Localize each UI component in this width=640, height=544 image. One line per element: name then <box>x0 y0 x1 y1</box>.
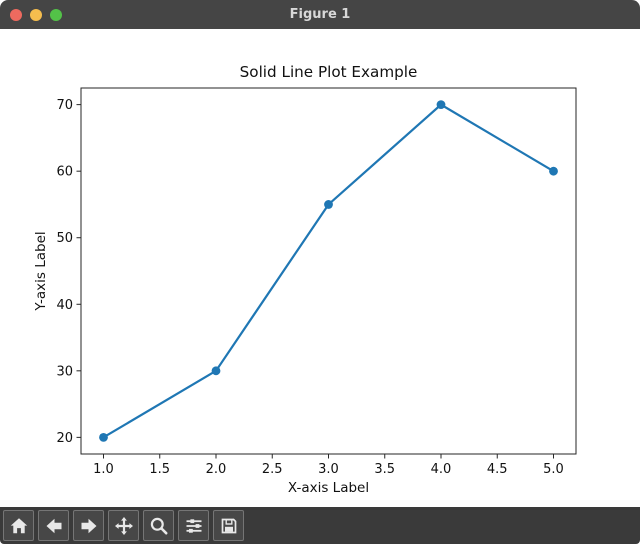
magnifier-icon <box>150 517 168 535</box>
forward-button[interactable] <box>73 510 104 541</box>
navigation-toolbar <box>0 507 640 544</box>
x-tick-label: 5.0 <box>543 462 564 477</box>
data-line <box>102 103 555 439</box>
save-button[interactable] <box>213 510 244 541</box>
maximize-button[interactable] <box>50 8 62 21</box>
x-tick-label: 1.0 <box>93 462 114 477</box>
window-title: Figure 1 <box>289 7 351 22</box>
y-axis-label: Y-axis Label <box>33 231 49 311</box>
window-titlebar: Figure 1 <box>0 0 640 29</box>
x-tick-label: 1.5 <box>149 462 170 477</box>
data-point <box>324 200 333 209</box>
y-tick-label: 70 <box>56 98 73 113</box>
figure-canvas-area: 1.0 1.5 2.0 2.5 3.0 3.5 4.0 4.5 5.0 20 30 40 50 60 70 S… <box>0 29 640 507</box>
traffic-lights <box>10 8 62 21</box>
x-tick-label: 2.0 <box>206 462 227 477</box>
data-point <box>549 166 558 176</box>
y-tick-label: 50 <box>56 231 73 246</box>
x-tick-label: 3.0 <box>318 462 339 477</box>
chart-title: Solid Line Plot Example <box>240 63 418 81</box>
x-tick-label: 2.5 <box>262 462 283 477</box>
y-tick-label: 60 <box>56 165 73 180</box>
y-tick-label: 20 <box>56 431 73 446</box>
back-button[interactable] <box>38 510 69 541</box>
data-point <box>436 100 446 110</box>
floppy-disk-icon <box>221 518 236 533</box>
close-button[interactable] <box>10 8 22 21</box>
home-icon <box>10 517 27 533</box>
configure-subplots-button[interactable] <box>178 510 209 541</box>
home-button[interactable] <box>3 510 34 541</box>
data-point <box>211 366 221 376</box>
forward-arrow-icon <box>81 518 96 533</box>
y-tick-label: 40 <box>56 298 73 313</box>
data-point <box>99 432 108 442</box>
x-tick-label: 3.5 <box>374 462 395 477</box>
pan-button[interactable] <box>108 510 139 541</box>
zoom-button[interactable] <box>143 510 174 541</box>
sliders-icon <box>186 518 201 533</box>
y-tick-label: 30 <box>56 364 73 379</box>
pan-move-icon <box>114 516 133 535</box>
back-arrow-icon <box>46 518 61 533</box>
axes-frame <box>80 87 577 455</box>
x-tick-label: 4.5 <box>487 462 508 477</box>
plot-canvas[interactable]: 1.0 1.5 2.0 2.5 3.0 3.5 4.0 4.5 5.0 20 30 40 50 60 70 S… <box>0 29 640 507</box>
minimize-button[interactable] <box>30 8 42 21</box>
x-tick-label: 4.0 <box>431 462 452 477</box>
x-axis-label: X-axis Label <box>288 480 369 496</box>
